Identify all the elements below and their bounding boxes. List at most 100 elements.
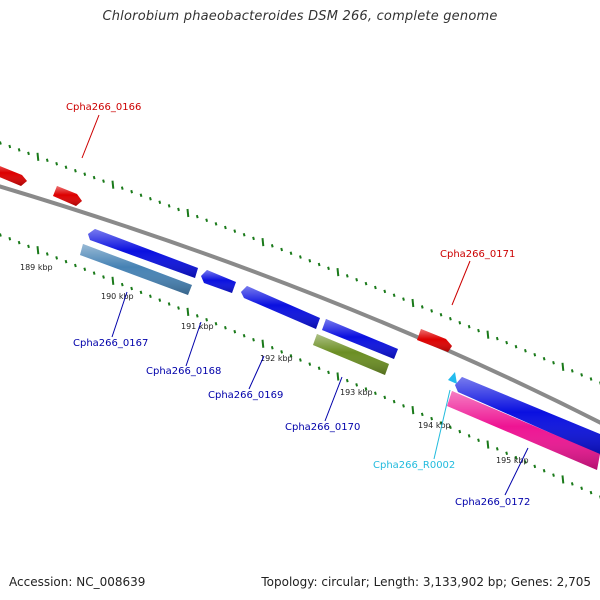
gene-arrow-cpha266-0169[interactable] (241, 286, 320, 329)
gene-arrow-cpha266-0166[interactable] (53, 186, 82, 206)
tick-mark (402, 404, 405, 408)
gene-arrow-cpha266-0169-right[interactable] (322, 319, 398, 359)
kbp-label: 195 kbp (496, 456, 529, 465)
tick-mark (177, 306, 180, 310)
tick-mark (345, 378, 349, 383)
gene-arrow-cpha266-0167-forward[interactable] (88, 229, 198, 278)
tick-mark (17, 240, 21, 245)
tick-mark (542, 468, 546, 473)
tick-mark (195, 314, 199, 318)
tick-mark (270, 346, 274, 350)
tick-mark (233, 329, 237, 334)
gene-label-cpha266-0169[interactable]: Cpha266_0169 (208, 390, 283, 401)
tick-mark (486, 330, 490, 339)
gene-arrow-cpha266-0170[interactable] (313, 334, 389, 375)
gene-arrow-cpha266-0168[interactable] (201, 270, 236, 293)
tick-mark (186, 307, 190, 316)
tick-mark (74, 263, 77, 268)
tick-mark (270, 244, 274, 248)
gene-arrow-cpha266-0171[interactable] (417, 329, 452, 352)
tick-mark (0, 141, 2, 145)
tick-mark (289, 251, 293, 256)
tick-mark (92, 175, 96, 180)
tick-mark (327, 266, 330, 271)
tick-mark (505, 340, 509, 345)
tick-mark (327, 370, 330, 375)
tick-mark (533, 352, 537, 357)
tick-mark (477, 328, 480, 333)
tick-mark (92, 271, 96, 275)
tick-mark (355, 278, 359, 282)
tick-mark (392, 293, 396, 297)
kbp-label: 190 kbp (101, 292, 134, 301)
gene-label-cpha266-0166[interactable]: Cpha266_0166 (66, 102, 141, 113)
tick-mark (317, 366, 321, 370)
tick-mark (467, 324, 471, 329)
kbp-label: 189 kbp (20, 263, 53, 272)
tick-mark (64, 259, 68, 264)
tick-mark (139, 193, 143, 197)
tick-mark (420, 412, 424, 417)
kbp-label: 193 kbp (340, 388, 373, 397)
tick-mark (542, 357, 546, 361)
tick-mark (374, 285, 377, 290)
tick-mark (214, 321, 218, 326)
tick-mark (299, 255, 302, 259)
tick-mark (458, 429, 462, 434)
tick-mark (383, 289, 387, 294)
gene-arrow-cpha266-r0002[interactable] (448, 372, 457, 384)
tick-marks (0, 141, 600, 499)
gene-label-cpha266-r0002[interactable]: Cpha266_R0002 (373, 460, 455, 471)
tick-mark (299, 358, 302, 362)
tick-mark (36, 246, 40, 255)
tick-mark (561, 475, 565, 484)
gene-arrow-cpha266-0167[interactable] (80, 244, 192, 295)
tick-mark (280, 247, 284, 252)
gene-labels: Cpha266_0166 Cpha266_0167 Cpha266_0168 C… (66, 102, 530, 508)
tick-mark (83, 267, 87, 272)
tick-mark (430, 309, 434, 313)
gene-arrow-cpha266-0172[interactable] (447, 391, 600, 470)
tick-mark (242, 333, 246, 338)
tick-mark (83, 172, 87, 176)
tick-mark (224, 225, 227, 230)
genome-backbone-line (0, 184, 600, 425)
gene-label-cpha266-0171[interactable]: Cpha266_0171 (440, 249, 515, 260)
tick-mark (589, 377, 593, 381)
tick-mark (467, 434, 471, 438)
gene-label-cpha266-0170[interactable]: Cpha266_0170 (285, 422, 360, 433)
tick-mark (552, 473, 555, 477)
gene-arrow-cpha266-0172-forward[interactable] (455, 377, 600, 455)
tick-mark (130, 286, 134, 291)
tick-mark (486, 440, 490, 449)
tick-mark (55, 162, 59, 166)
tick-mark (224, 325, 227, 330)
tick-mark (514, 455, 518, 460)
tick-mark (345, 274, 349, 278)
tick-mark (458, 320, 462, 325)
tick-mark (383, 395, 387, 400)
gene-label-cpha266-0168[interactable]: Cpha266_0168 (146, 366, 221, 377)
tick-mark (149, 196, 152, 201)
gene-arrow-partial-left[interactable] (0, 162, 27, 186)
kbp-label: 194 kbp (418, 421, 451, 430)
tick-mark (439, 421, 443, 425)
gene-label-cpha266-0167[interactable]: Cpha266_0167 (73, 338, 148, 349)
gene-arrows[interactable] (0, 162, 600, 470)
gene-label-cpha266-0172[interactable]: Cpha266_0172 (455, 497, 530, 508)
tick-mark (27, 151, 30, 156)
tick-mark (580, 373, 584, 377)
tick-mark (195, 214, 199, 219)
tick-mark (317, 262, 321, 267)
tick-mark (580, 486, 584, 490)
kbp-label: 192 kbp (260, 354, 293, 363)
tick-mark (392, 399, 396, 404)
kbp-labels: 189 kbp 190 kbp 191 kbp 192 kbp 193 kbp … (20, 263, 529, 465)
tick-mark (280, 350, 284, 354)
tick-mark (45, 252, 49, 256)
tick-mark (102, 275, 105, 279)
tick-mark (45, 158, 49, 163)
tick-mark (308, 258, 312, 263)
tick-mark (186, 208, 190, 218)
